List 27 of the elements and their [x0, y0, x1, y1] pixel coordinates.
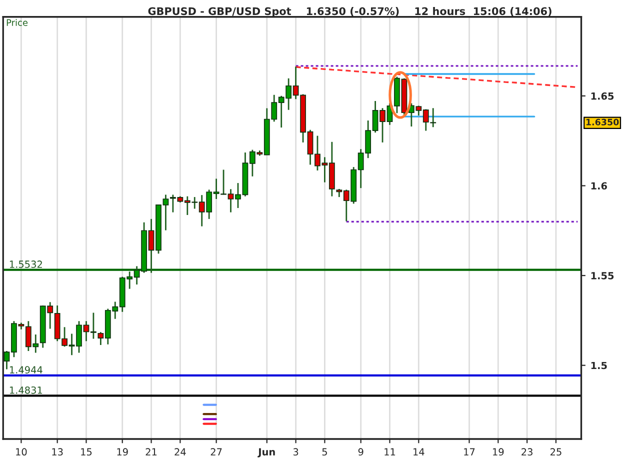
ref-line-label: 1.4831 [10, 386, 42, 394]
text: 1.6350 [586, 118, 619, 126]
x-tick-label: 14 [414, 448, 424, 456]
annotation: Price [6, 18, 28, 26]
x-tick-label: 19 [493, 448, 504, 456]
x-tick-label: 9 [358, 448, 364, 456]
x-tick-label: 13 [52, 448, 63, 456]
y-tick-label: 1.5 [591, 362, 607, 370]
x-tick-label: 24 [174, 448, 186, 456]
x-tick-label: 25 [550, 448, 562, 456]
x-tick-label: 17 [464, 448, 475, 456]
y-tick-label: 1.6 [591, 182, 607, 190]
x-tick-label: 19 [117, 448, 128, 456]
ref-line-label: 1.5532 [10, 260, 42, 268]
x-tick-label: 27 [210, 448, 222, 456]
x-tick-label: 3 [293, 448, 298, 456]
x-tick-label: 15 [81, 448, 92, 456]
y-tick-label: 1.65 [591, 92, 614, 100]
x-tick-label: 11 [384, 448, 396, 456]
x-tick-label: 10 [16, 448, 27, 456]
x-tick-label: 23 [522, 448, 532, 456]
chart-title: GBPUSD - GBP/USD Spot 1.6350 (-0.57%) 12 hours 15:06 (14:06) [148, 7, 552, 18]
y-tick-label: 1.55 [591, 272, 614, 280]
ref-line-label: 1.4944 [10, 366, 42, 374]
x-tick-label: Jun [258, 448, 275, 458]
x-tick-label: 5 [322, 448, 327, 456]
x-tick-label: 21 [146, 448, 157, 456]
